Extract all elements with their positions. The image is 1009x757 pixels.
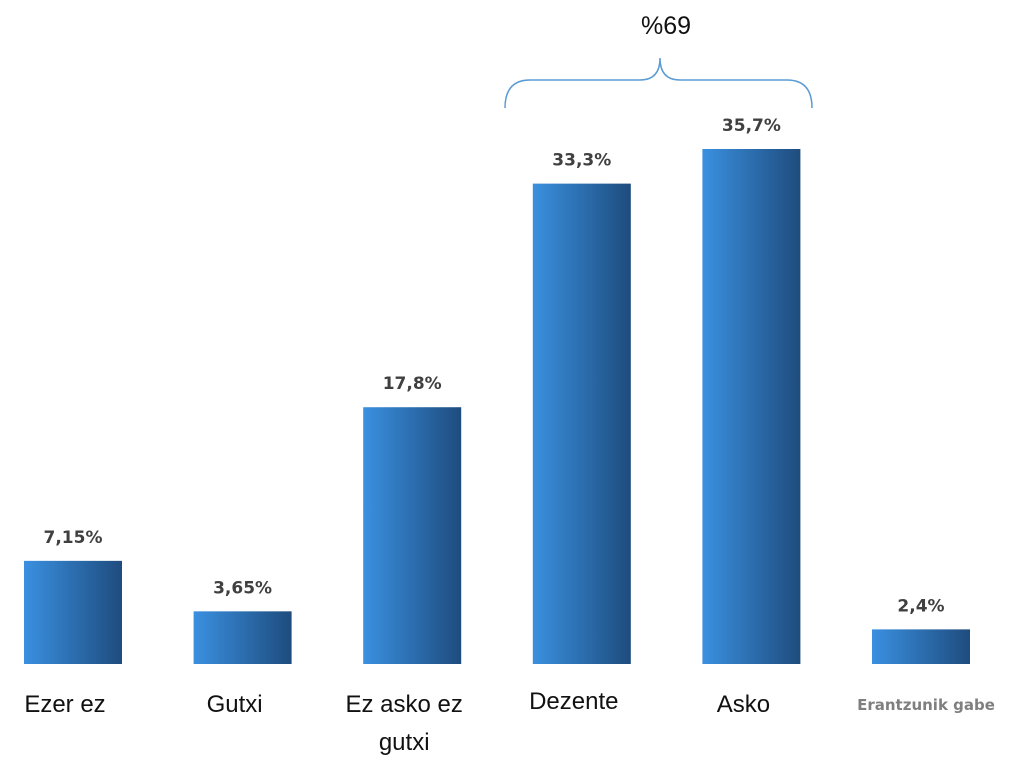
annotation: %69 xyxy=(641,12,691,40)
bar xyxy=(24,560,122,664)
brace xyxy=(504,57,813,109)
category-label: Ezer ez xyxy=(24,691,106,718)
value-label: 33,3% xyxy=(552,151,611,171)
category-label: Dezente xyxy=(529,688,619,715)
bar xyxy=(532,183,631,665)
category-label: Erantzunik gabe xyxy=(857,696,995,714)
bar xyxy=(702,149,801,664)
bar xyxy=(193,611,292,664)
bar xyxy=(363,407,462,664)
bar xyxy=(872,629,970,664)
value-label: 2,4% xyxy=(897,596,944,616)
value-label: 3,65% xyxy=(213,578,272,598)
value-label: 35,7% xyxy=(722,116,781,136)
value-label: 17,8% xyxy=(383,374,442,394)
category-label: Asko xyxy=(716,691,771,718)
category-label: Ez asko ez gutxi xyxy=(345,691,463,756)
value-label: 7,15% xyxy=(44,528,103,548)
category-label: Gutxi xyxy=(206,691,263,718)
